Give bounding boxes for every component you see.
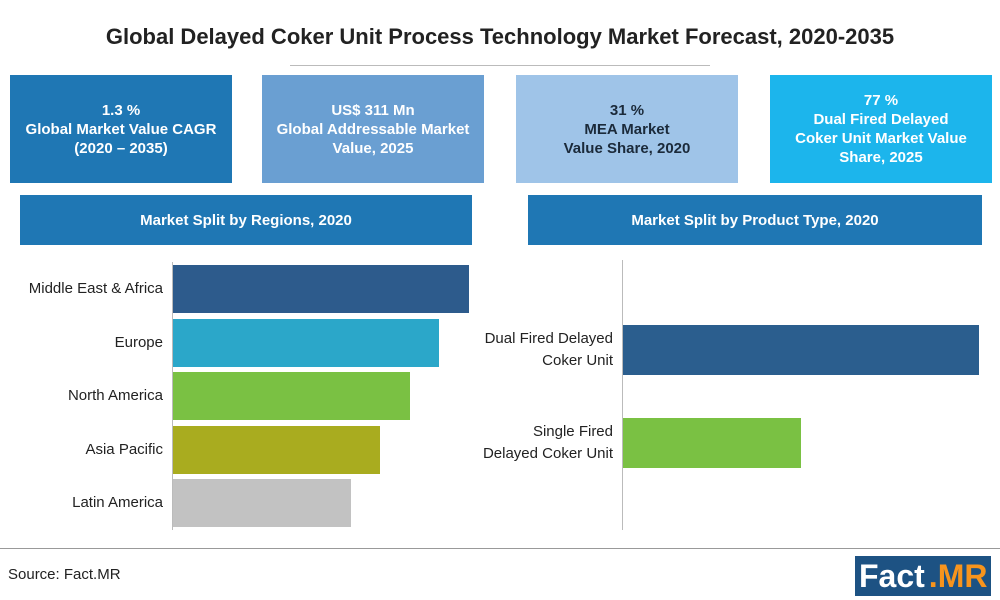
bar (173, 372, 410, 420)
kpi-box: US$ 311 Mn Global Addressable Market Value… (262, 75, 484, 183)
bar (173, 425, 381, 474)
category-label: Single Fired Delayed Coker Unit (482, 423, 613, 462)
kpi-line: Global Market Value CAGR (25, 120, 217, 138)
kpi-line: Dual Fired Delayed (813, 111, 949, 128)
logo-text: .MR (928, 556, 992, 596)
kpi-box: 77 % Dual Fired Delayed Coker Unit Market … (770, 75, 992, 183)
kpi-line: 31 % (609, 101, 645, 119)
kpi-line: Global Addressable Market (276, 120, 470, 138)
bar (623, 418, 801, 468)
logo-text: Fact (855, 556, 929, 596)
bar (173, 318, 440, 367)
bar (173, 479, 351, 527)
bar (173, 265, 469, 313)
source: Source: Fact.MR (8, 566, 121, 583)
kpi-line: Value, 2025 (332, 139, 414, 157)
category-label: Europe (114, 333, 163, 351)
kpi-line: Coker Unit Market Value (795, 130, 967, 147)
kpi-line: Value Share, 2020 (563, 139, 691, 157)
title: Global Delayed Coker Unit Process Techno… (105, 24, 895, 49)
kpi-line: 1.3 % (101, 101, 141, 119)
kpi-line: (2020 – 2035) (74, 139, 168, 157)
kpi-box: 1.3 % Global Market Value CAGR (2020 – 203… (10, 75, 232, 183)
category-label: Dual Fired Delayed Coker Unit (484, 330, 613, 369)
title-rule (290, 65, 710, 66)
logo: Fact .MR (855, 556, 992, 596)
category-label: Latin America (72, 494, 163, 511)
category-label: North America (67, 387, 163, 404)
bar (623, 325, 979, 375)
section-header: Market Split by Product Type, 2020 (528, 195, 982, 245)
kpi-line: US$ 311 Mn (331, 101, 415, 119)
kpi-line: 77 % (863, 92, 899, 109)
axis-line (172, 262, 173, 530)
axis-line (622, 260, 623, 530)
category-label: Asia Pacific (85, 440, 163, 458)
kpi-line: MEA Market (584, 120, 670, 138)
kpi-line: Share, 2025 (839, 149, 923, 166)
footer-rule (0, 548, 1000, 549)
section-header: Market Split by Regions, 2020 (20, 195, 472, 245)
kpi-box: 31 % MEA Market Value Share, 2020 (516, 75, 738, 183)
category-label: Middle East & Africa (28, 280, 163, 297)
